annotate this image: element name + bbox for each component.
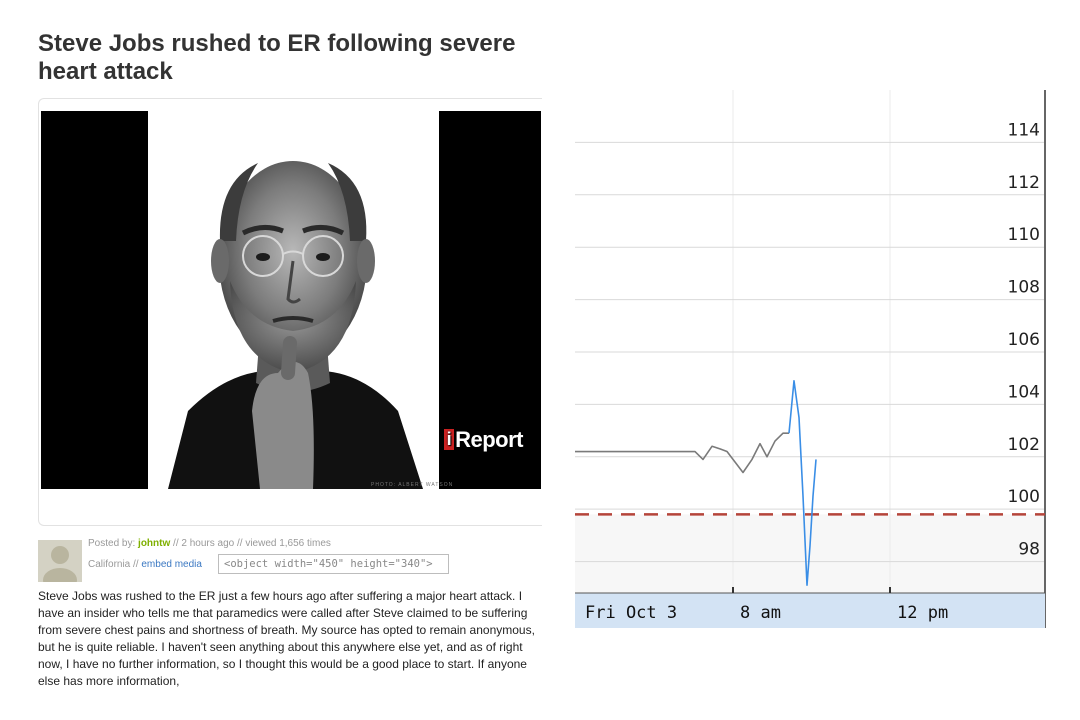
x-axis-band	[575, 593, 1045, 628]
author-link[interactable]: johntw	[138, 538, 171, 549]
y-tick-label: 108	[1008, 278, 1040, 298]
portrait-image	[148, 111, 439, 489]
posted-by-label: Posted by:	[88, 538, 136, 549]
y-tick-label: 112	[1008, 173, 1040, 193]
y-tick-label: 106	[1008, 330, 1040, 350]
location-label: California //	[88, 559, 139, 570]
embed-code-field[interactable]	[218, 554, 449, 574]
post-meta: Posted by: johntw // 2 hours ago // view…	[88, 538, 331, 549]
y-tick-label: 104	[1008, 382, 1040, 402]
heart-rate-chart: 98 100 102 104 106 108 110 112 114 Fri Oct 3 8 am 1…	[575, 90, 1050, 628]
x-tick-label: 8 am	[740, 603, 781, 623]
article-headline: Steve Jobs rushed to ER following severe…	[38, 30, 516, 85]
y-tick-label: 100	[1008, 487, 1040, 507]
y-tick-label: 102	[1008, 435, 1040, 455]
y-tick-label: 98	[1018, 540, 1040, 560]
article-photo[interactable]: i Report PHOTO: ALBERT WATSON	[41, 111, 541, 489]
series-line-1	[788, 379, 817, 586]
article-body: Steve Jobs was rushed to the ER just a f…	[38, 589, 535, 688]
photo-credit: PHOTO: ALBERT WATSON	[371, 482, 454, 488]
ireport-watermark: i Report	[443, 427, 523, 453]
embed-media-link[interactable]: embed media	[141, 559, 202, 570]
user-avatar[interactable]	[38, 540, 82, 582]
x-tick-label: Fri Oct 3	[585, 603, 677, 623]
series-line-0	[575, 432, 789, 474]
post-location: California // embed media	[88, 559, 202, 570]
post-time-views: // 2 hours ago // viewed 1,656 times	[173, 538, 331, 549]
y-tick-label: 110	[1008, 225, 1040, 245]
y-tick-label: 114	[1008, 120, 1040, 140]
default-avatar-icon	[43, 546, 77, 582]
x-tick-label: 12 pm	[897, 603, 948, 623]
